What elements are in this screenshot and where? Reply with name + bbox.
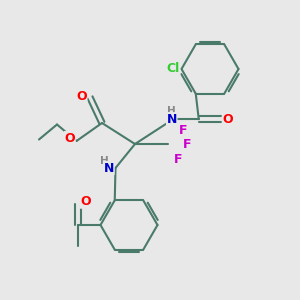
Text: O: O xyxy=(223,113,233,126)
Text: F: F xyxy=(179,124,187,137)
Text: H: H xyxy=(167,106,176,116)
Text: F: F xyxy=(183,137,192,151)
Text: O: O xyxy=(76,89,87,103)
Text: F: F xyxy=(174,153,183,166)
Text: N: N xyxy=(104,161,114,175)
Text: H: H xyxy=(100,155,109,166)
Text: Cl: Cl xyxy=(167,62,180,76)
Text: O: O xyxy=(80,195,91,208)
Text: O: O xyxy=(64,131,75,145)
Text: N: N xyxy=(167,113,177,126)
